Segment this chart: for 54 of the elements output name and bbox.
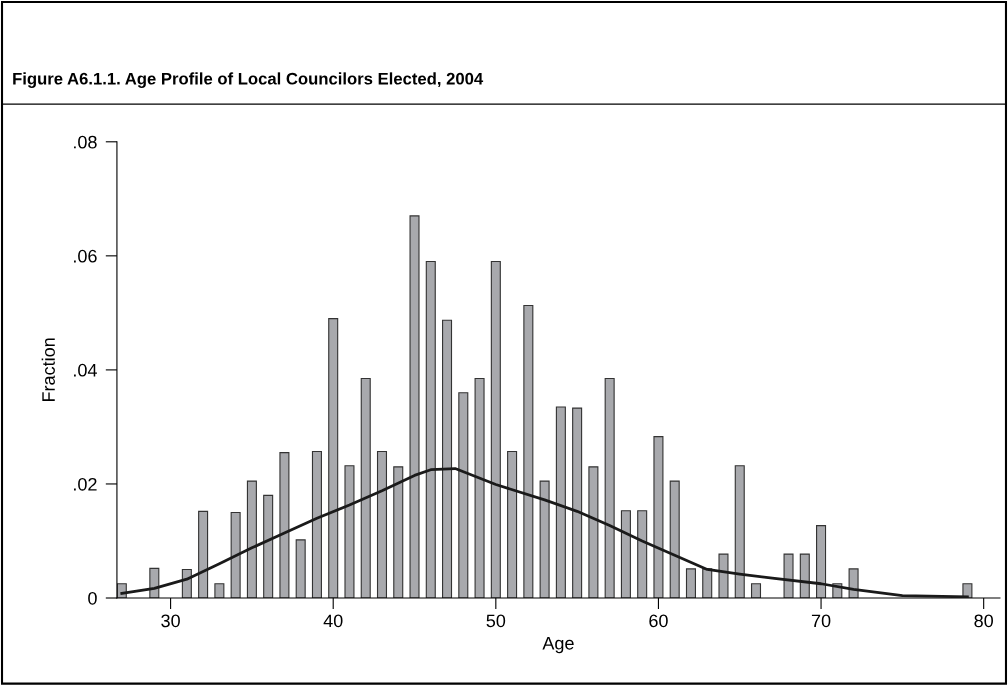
bar bbox=[393, 466, 404, 598]
bar bbox=[360, 377, 371, 598]
bar bbox=[458, 392, 469, 598]
bar bbox=[442, 319, 453, 598]
bar bbox=[620, 510, 631, 598]
bar bbox=[214, 583, 225, 598]
bar bbox=[425, 260, 436, 598]
bar bbox=[816, 525, 827, 598]
bar bbox=[311, 450, 322, 598]
bar bbox=[230, 511, 241, 598]
y-axis-title: Fraction bbox=[41, 338, 55, 402]
bar bbox=[604, 377, 615, 598]
bar bbox=[555, 406, 566, 598]
bar bbox=[734, 465, 745, 598]
bar bbox=[263, 494, 274, 598]
bar bbox=[523, 304, 534, 598]
bar bbox=[474, 377, 485, 598]
x-tick-label: 30 bbox=[161, 614, 180, 628]
x-tick-label: 70 bbox=[811, 614, 831, 628]
bar bbox=[637, 510, 648, 598]
bar bbox=[653, 436, 664, 598]
bar bbox=[750, 583, 762, 598]
chart-title: Figure A6.1.1. Age Profile of Local Councilors Elected, 2004 bbox=[13, 72, 484, 88]
bar bbox=[588, 466, 599, 598]
bar bbox=[198, 510, 209, 598]
bar bbox=[718, 553, 729, 598]
bar bbox=[702, 568, 713, 598]
x-tick-label: 40 bbox=[323, 614, 343, 628]
y-tick-label: .04 bbox=[74, 363, 97, 377]
bar bbox=[848, 568, 859, 598]
line-series bbox=[120, 467, 969, 598]
y-tick-label: .06 bbox=[74, 249, 97, 263]
bar bbox=[799, 553, 810, 598]
bar bbox=[685, 568, 696, 598]
y-tick-label: .08 bbox=[74, 135, 97, 149]
bar bbox=[295, 539, 306, 598]
bar bbox=[328, 318, 339, 598]
y-tick-label: .02 bbox=[74, 477, 97, 491]
bar bbox=[490, 260, 501, 598]
x-tick-label: 80 bbox=[974, 614, 994, 628]
bar bbox=[783, 553, 794, 598]
bar bbox=[409, 215, 420, 598]
bar bbox=[344, 465, 355, 598]
x-axis-title: Age bbox=[542, 637, 574, 654]
x-tick-label: 60 bbox=[649, 614, 668, 628]
bar bbox=[376, 450, 388, 598]
bar bbox=[539, 480, 550, 598]
bar bbox=[669, 480, 680, 598]
bar bbox=[279, 452, 290, 598]
y-tick-label: 0 bbox=[88, 591, 97, 605]
x-tick-label: 50 bbox=[486, 614, 506, 628]
bar bbox=[507, 450, 518, 598]
bar bbox=[572, 407, 583, 598]
bar bbox=[246, 480, 257, 598]
